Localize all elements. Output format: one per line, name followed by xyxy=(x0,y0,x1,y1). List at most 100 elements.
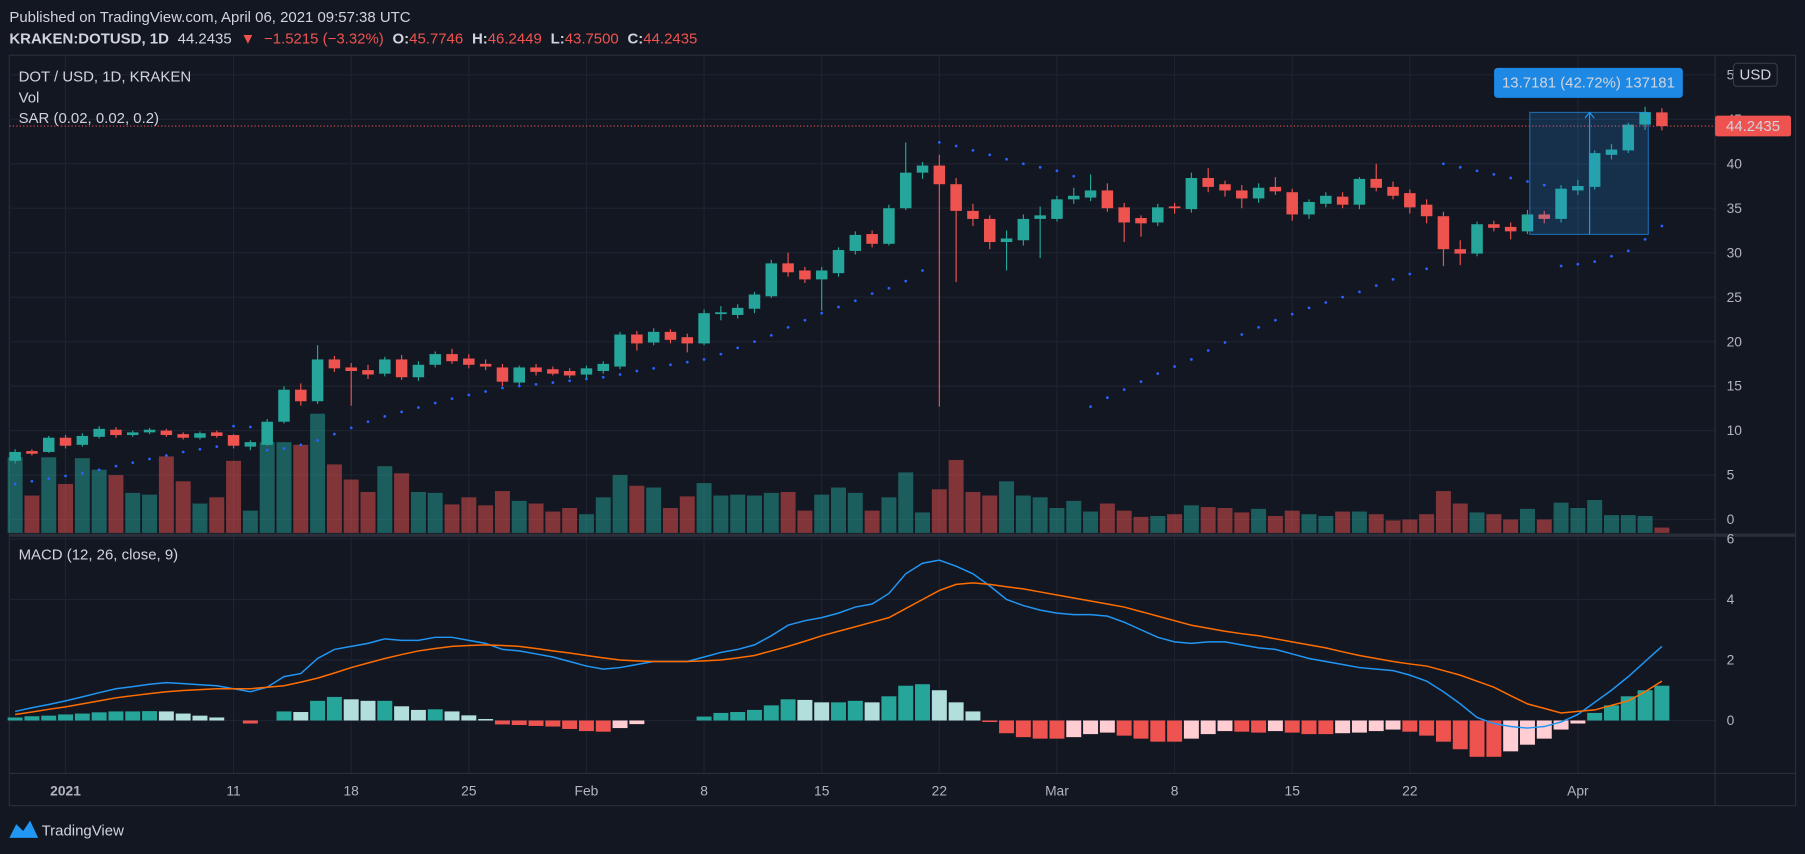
candle-body xyxy=(547,369,559,374)
sar-dot xyxy=(349,426,353,430)
volume-bar xyxy=(629,485,645,533)
macd-histogram-bar xyxy=(1049,720,1065,739)
sar-dot xyxy=(1374,284,1378,287)
macd-histogram-bar xyxy=(1234,720,1250,732)
sar-dot xyxy=(400,410,403,414)
sar-dot xyxy=(1425,267,1429,271)
sar-dot xyxy=(1475,169,1479,173)
volume-bar xyxy=(730,494,746,533)
sar-dot xyxy=(1542,183,1546,187)
volume-bar xyxy=(763,492,779,533)
macd-histogram-bar xyxy=(158,711,174,721)
macd-histogram-bar xyxy=(24,716,40,721)
symbol: KRAKEN:DOTUSD, 1D xyxy=(9,31,169,48)
candle-body xyxy=(916,165,929,173)
measure-label-box xyxy=(1494,67,1683,98)
sar-dot xyxy=(853,299,857,303)
sar-dot xyxy=(803,318,807,322)
sar-dot xyxy=(248,425,252,429)
volume-bar xyxy=(1604,515,1619,533)
candle-body xyxy=(1185,177,1198,210)
y-tick-label: 15 xyxy=(1727,378,1743,394)
candle-body xyxy=(1068,195,1080,200)
candle-body xyxy=(899,172,912,209)
macd-histogram-bar xyxy=(494,720,510,725)
candle-body xyxy=(1320,195,1332,204)
macd-histogram-bar xyxy=(410,709,426,721)
sar-dot xyxy=(1358,290,1361,294)
candle-body xyxy=(1084,190,1097,198)
sar-dot xyxy=(1660,224,1664,228)
volume-bar xyxy=(780,491,796,533)
sar-dot xyxy=(80,471,84,475)
candle-body xyxy=(1051,199,1063,219)
volume-bar xyxy=(41,457,57,533)
volume-bar xyxy=(679,496,695,533)
x-tick-label: 22 xyxy=(932,782,947,798)
candle-body xyxy=(1252,187,1265,199)
sar-dot xyxy=(1089,405,1092,408)
currency[interactable]: USD xyxy=(1740,66,1772,83)
volume-bar xyxy=(259,442,275,533)
volume-bar xyxy=(175,481,191,533)
sar-dot xyxy=(316,439,319,442)
candle-body xyxy=(1488,224,1500,228)
x-tick-label: 15 xyxy=(1285,782,1301,798)
close-label: C: xyxy=(628,31,644,48)
volume-bar xyxy=(242,510,258,533)
candle-body xyxy=(1034,215,1046,219)
candle-body xyxy=(1622,124,1635,151)
sar-dot xyxy=(47,477,51,481)
macd-histogram-bar xyxy=(1318,720,1334,735)
sar-dot xyxy=(820,311,824,315)
candle-body xyxy=(395,359,408,378)
volume-bar xyxy=(1200,507,1216,533)
y-tick-label: 20 xyxy=(1727,333,1743,349)
volume-bar xyxy=(394,473,410,533)
y-tick-label: 30 xyxy=(1727,244,1743,260)
sar-dot xyxy=(685,360,689,364)
currency-button[interactable] xyxy=(1732,62,1778,87)
macd-histogram-bar xyxy=(713,712,729,721)
macd-legend: MACD (12, 26, close, 9) xyxy=(19,546,179,563)
volume-bar xyxy=(1234,512,1250,533)
sar-dot xyxy=(988,153,992,157)
y-tick-label: 0 xyxy=(1727,712,1735,728)
y-tick-label: 4 xyxy=(1727,591,1735,607)
volume-bar xyxy=(545,511,561,533)
sar-dot xyxy=(937,141,941,144)
sar-dot xyxy=(1391,278,1395,281)
sar-dot xyxy=(164,454,168,457)
macd-histogram-bar xyxy=(7,717,23,721)
sar-dot xyxy=(13,482,17,486)
macd-histogram-bar xyxy=(982,720,998,723)
volume-bar xyxy=(58,483,74,533)
sar-dot xyxy=(1626,249,1630,253)
sar-dot xyxy=(1240,333,1244,336)
candle-body xyxy=(849,234,862,251)
open-label: O: xyxy=(393,31,410,48)
sar-dot xyxy=(702,358,706,361)
volume-bar xyxy=(7,457,23,533)
macd-histogram-bar xyxy=(915,684,931,721)
sar-dot xyxy=(97,468,101,472)
overlays: 0510152025303540455002462021111825Feb815… xyxy=(9,66,1792,798)
sar-dot xyxy=(215,445,219,448)
candle-body xyxy=(1303,202,1315,215)
last-price-box xyxy=(1715,115,1792,137)
macd-histogram-bar xyxy=(965,711,981,721)
candle-body xyxy=(362,370,374,375)
macd-line xyxy=(15,582,1663,716)
sar-dot xyxy=(1038,165,1042,169)
macd-histogram-bar xyxy=(1570,720,1586,724)
sar-dot xyxy=(1156,372,1160,376)
candle-body xyxy=(42,437,55,452)
candle-body xyxy=(1370,178,1382,188)
macd-histogram-bar xyxy=(326,696,342,721)
y-tick-label: 40 xyxy=(1727,155,1743,171)
volume-bar xyxy=(1654,527,1670,533)
sar-dot xyxy=(1290,312,1294,316)
sar-dot xyxy=(265,448,269,452)
candle-body xyxy=(244,442,257,447)
